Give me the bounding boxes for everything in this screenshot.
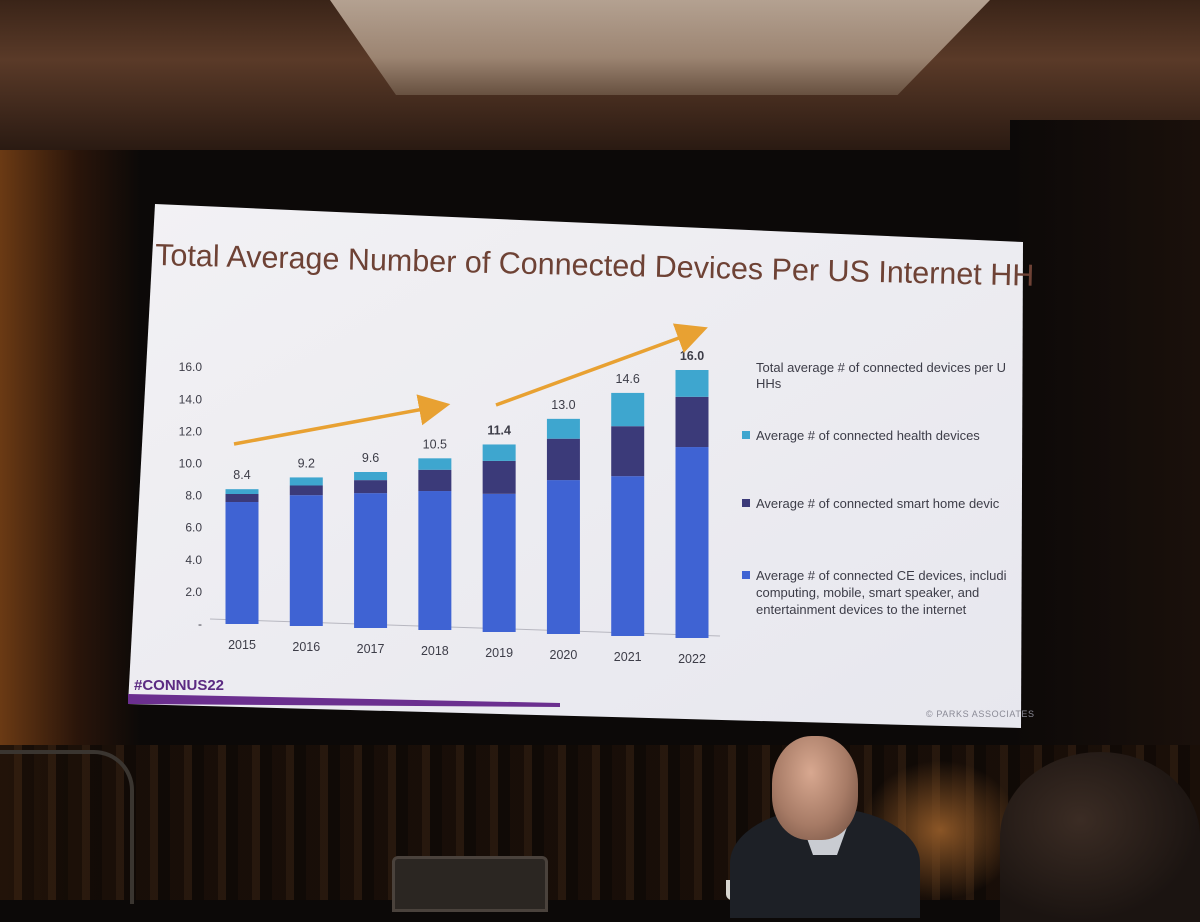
y-tick-label: 2.0 — [185, 585, 202, 599]
bar-segment-health — [354, 472, 388, 481]
legend-header: Total average # of connected devices per… — [756, 360, 1006, 375]
x-tick-label: 2019 — [485, 646, 513, 660]
bar-segment-ce — [354, 493, 388, 628]
bar-total-label: 10.5 — [423, 437, 447, 451]
chart: - 2.0 4.0 6.0 8.0 10.0 12.0 14.0 16.0 8.4 2015 9.2 2… — [179, 323, 1007, 666]
bar-segment-health — [482, 444, 516, 461]
legend-label: computing, mobile, smart speaker, and — [756, 585, 979, 600]
credit-logo: © PARKS ASSOCIATES — [926, 709, 1035, 719]
bar-total-label: 8.4 — [233, 468, 250, 482]
bar-total-label: 9.2 — [298, 456, 315, 470]
ceiling-light — [330, 0, 990, 95]
bar-segment-smart-home — [482, 460, 516, 494]
hashtag: #CONNUS22 — [134, 677, 224, 694]
bar-segment-smart-home — [418, 469, 452, 492]
legend-swatch — [742, 431, 750, 439]
bar-total-label: 16.0 — [680, 349, 704, 363]
audience-member-head-right — [1000, 752, 1200, 922]
bar-segment-ce — [611, 476, 645, 636]
projection-screen: Total Average Number of Connected Device… — [128, 204, 1035, 728]
y-tick-label: 8.0 — [185, 489, 202, 503]
legend-label: Average # of connected CE devices, inclu… — [756, 568, 1007, 583]
bar-total-label: 9.6 — [362, 451, 379, 465]
bar-segment-health — [289, 477, 323, 486]
x-tick-label: 2020 — [550, 648, 578, 662]
y-tick-label: 10.0 — [179, 457, 203, 471]
y-tick-label: 12.0 — [179, 424, 203, 438]
bar-segment-health — [546, 418, 580, 439]
bar-total-label: 13.0 — [551, 398, 575, 412]
bar-segment-ce — [546, 480, 580, 634]
bar-segment-health — [675, 370, 709, 397]
slide: Total Average Number of Connected Device… — [128, 204, 1035, 728]
trend-arrow — [495, 323, 708, 407]
bar-segment-ce — [482, 493, 516, 632]
y-tick-label: 4.0 — [185, 553, 202, 567]
audience-member-head — [772, 736, 858, 840]
legend-label: Average # of connected health devices — [756, 428, 980, 443]
bar-segment-ce — [289, 495, 323, 626]
lectern — [0, 750, 134, 904]
x-tick-label: 2017 — [357, 642, 385, 656]
bar-segment-smart-home — [225, 493, 259, 503]
legend-header: HHs — [756, 376, 782, 391]
bar-segment-smart-home — [546, 438, 580, 481]
x-tick-label: 2022 — [678, 652, 706, 666]
bar-segment-ce — [675, 447, 709, 638]
trend-arrow — [233, 394, 451, 446]
x-tick-label: 2015 — [228, 638, 256, 652]
x-tick-label: 2021 — [614, 650, 642, 664]
bar-segment-smart-home — [354, 480, 388, 494]
legend-swatch — [742, 499, 750, 507]
bar-segment-smart-home — [675, 396, 709, 448]
bar-segment-health — [225, 489, 259, 494]
bar-segment-smart-home — [289, 485, 323, 496]
bar-segment-ce — [418, 491, 452, 630]
bar-segment-health — [611, 392, 645, 427]
legend-label: Average # of connected smart home devic — [756, 496, 1000, 511]
x-tick-label: 2018 — [421, 644, 449, 658]
y-tick-label: 14.0 — [179, 392, 203, 406]
chair — [392, 856, 548, 912]
y-tick-label: 6.0 — [185, 521, 202, 535]
legend-swatch — [742, 571, 750, 579]
bar-segment-ce — [225, 502, 259, 624]
y-tick-label: 16.0 — [179, 360, 203, 374]
footer-stripe — [128, 694, 560, 707]
bar-segment-smart-home — [611, 426, 645, 477]
legend-label: entertainment devices to the internet — [756, 602, 967, 617]
bar-segment-health — [418, 458, 452, 470]
y-tick-label: - — [198, 617, 202, 631]
bar-total-label: 14.6 — [616, 372, 640, 386]
bar-total-label: 11.4 — [487, 423, 511, 437]
x-tick-label: 2016 — [292, 640, 320, 654]
